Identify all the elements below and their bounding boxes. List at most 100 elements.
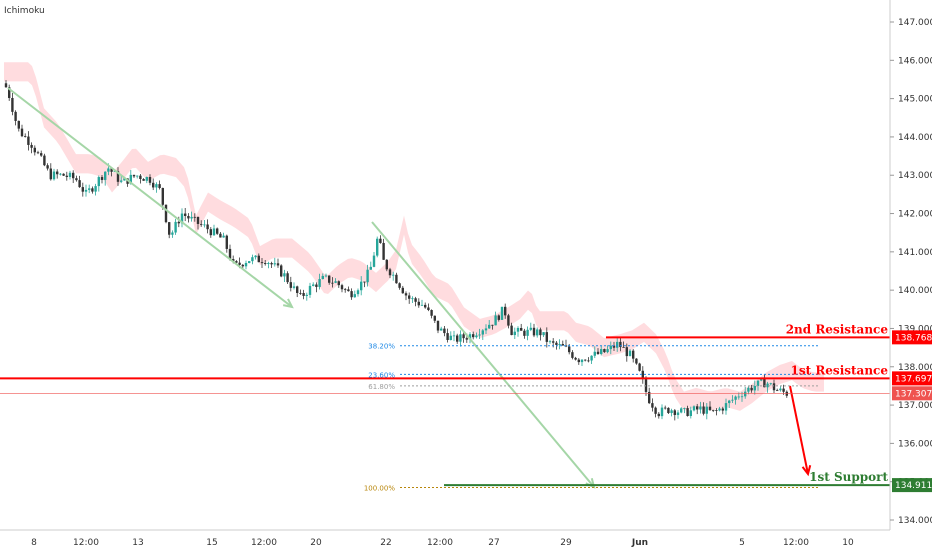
candle-body	[462, 334, 465, 339]
candle-body	[648, 391, 651, 404]
candle-body	[638, 363, 641, 371]
candle-body	[568, 346, 571, 353]
candle-body	[248, 261, 251, 263]
candle-body	[353, 294, 356, 298]
candle-body	[148, 176, 152, 183]
candle-body	[260, 262, 264, 264]
candle-body	[40, 153, 43, 156]
candle-body	[65, 175, 68, 177]
ichimoku-cloud	[4, 62, 824, 411]
candle-body	[737, 396, 740, 398]
candle-body	[366, 269, 369, 283]
candle-body	[91, 188, 94, 192]
candle-body	[286, 273, 289, 283]
candle-body	[78, 180, 81, 188]
candle-body	[190, 216, 193, 219]
candle-body	[411, 298, 414, 300]
candle-body	[30, 144, 33, 148]
candle-body	[158, 184, 161, 189]
candle-body	[94, 186, 97, 192]
candle-body	[123, 178, 126, 181]
x-tick-label: 20	[310, 538, 322, 548]
y-tick-label: 145.000	[898, 95, 932, 105]
candle-body	[206, 224, 209, 230]
candle-body	[456, 335, 459, 342]
fib-label: 38.20%	[368, 343, 395, 351]
candle-body	[59, 173, 62, 175]
candle-body	[360, 281, 363, 291]
candle-body	[577, 359, 580, 363]
fib-label: 23.60%	[368, 371, 395, 379]
candle-body	[244, 262, 248, 267]
candle-body	[196, 216, 200, 224]
candle-body	[193, 216, 196, 218]
candle-body	[241, 264, 244, 267]
forecast-arrow	[789, 385, 809, 475]
x-tick-label: 29	[560, 538, 572, 548]
candle-body	[20, 128, 24, 137]
candle-body	[670, 410, 673, 414]
candle-body	[216, 228, 219, 234]
price-tag	[892, 330, 932, 345]
trend-arrows	[7, 87, 812, 489]
candle-body	[680, 408, 683, 413]
candle-body	[500, 306, 504, 320]
x-tick-label: 12:00	[783, 538, 809, 548]
candle-body	[350, 291, 353, 298]
candle-body	[257, 255, 260, 263]
candle-body	[110, 168, 113, 172]
candle-body	[446, 333, 449, 340]
candle-body	[382, 242, 385, 260]
candle-body	[408, 295, 411, 299]
candle-body	[651, 403, 654, 408]
candle-body	[280, 265, 283, 277]
candle-body	[164, 204, 168, 223]
candle-body	[212, 228, 216, 236]
candle-body	[561, 344, 564, 346]
forecast-arrow-head	[801, 465, 812, 477]
candle-body	[46, 165, 49, 169]
candle-body	[705, 406, 708, 414]
trend-arrow-1	[7, 87, 293, 308]
candle-body	[347, 289, 350, 292]
price-tag	[892, 371, 932, 386]
candle-body	[251, 257, 254, 262]
candle-body	[478, 334, 481, 336]
candle-body	[328, 275, 331, 283]
candle-body	[558, 344, 561, 345]
x-tick-label: 12:00	[427, 538, 453, 548]
candle-body	[372, 255, 376, 267]
candle-body	[187, 215, 190, 219]
candle-body	[4, 83, 8, 88]
candle-body	[75, 178, 78, 181]
candle-body	[8, 87, 11, 99]
candle-body	[433, 315, 436, 321]
candle-body	[740, 396, 744, 398]
candle-body	[264, 263, 267, 265]
candle-body	[84, 189, 88, 192]
candle-body	[606, 349, 609, 353]
candle-body	[14, 111, 17, 121]
candle-body	[548, 341, 552, 343]
candle-body	[36, 152, 40, 154]
candle-body	[273, 263, 276, 265]
candle-body	[331, 282, 334, 284]
candle-body	[481, 330, 484, 335]
candle-body	[779, 388, 782, 391]
y-tick-label: 138.000	[898, 363, 932, 373]
y-tick-label: 143.000	[898, 171, 932, 181]
candle-body	[472, 334, 475, 338]
candle-body	[542, 332, 545, 336]
candle-body	[516, 327, 520, 332]
candle-body	[305, 294, 308, 296]
y-tick-label: 142.000	[898, 210, 932, 220]
candle-body	[641, 370, 644, 380]
candle-body	[161, 188, 164, 205]
candle-body	[225, 235, 228, 249]
price-tag	[892, 478, 932, 493]
x-tick-label: 27	[488, 538, 499, 548]
candle-body	[449, 335, 452, 340]
candle-body	[203, 224, 206, 226]
candle-body	[756, 380, 760, 386]
